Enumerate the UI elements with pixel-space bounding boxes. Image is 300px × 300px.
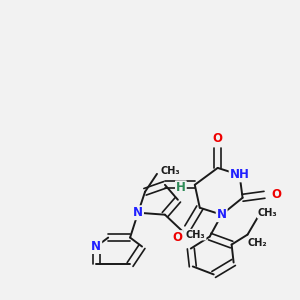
Text: N: N <box>217 208 227 221</box>
Text: O: O <box>213 132 223 145</box>
Text: N: N <box>133 206 143 219</box>
Text: CH₃: CH₃ <box>258 208 277 218</box>
Text: CH₂: CH₂ <box>248 238 267 248</box>
Text: NH: NH <box>230 168 250 182</box>
Text: H: H <box>176 181 186 194</box>
Text: N: N <box>91 240 101 253</box>
Text: CH₃: CH₃ <box>160 166 180 176</box>
Text: CH₃: CH₃ <box>186 230 206 240</box>
Text: O: O <box>173 231 183 244</box>
Text: O: O <box>272 188 281 201</box>
